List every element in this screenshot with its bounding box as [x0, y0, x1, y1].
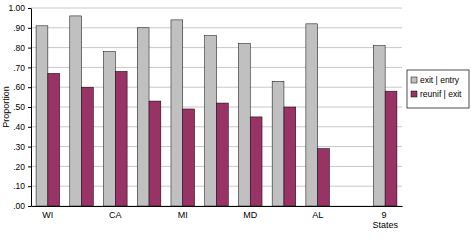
- y-tick: .80: [13, 43, 31, 53]
- y-tick: .10: [13, 181, 31, 191]
- y-tick-label: 1.00: [8, 3, 25, 13]
- bar: [171, 20, 183, 206]
- bar: [70, 16, 82, 206]
- y-tick-label: .60: [13, 82, 25, 92]
- grid: [31, 8, 402, 206]
- legend-item: exit | entry: [411, 75, 460, 85]
- plot: .00 .10 .20 .30 .40 .50 .60 .70 .80 .90 1.00 WI CA MI…: [8, 3, 402, 230]
- x-tick: 9 States: [372, 210, 398, 230]
- legend-label: reunif | exit: [420, 89, 462, 99]
- y-axis-line: [31, 9, 32, 207]
- legend-swatch: [411, 77, 417, 83]
- y-tick-mark: [28, 147, 31, 148]
- legend-swatch: [411, 91, 417, 97]
- y-tick-mark: [28, 206, 31, 207]
- y-tick: .30: [13, 142, 31, 152]
- bar: [318, 149, 330, 206]
- x-tick: MI: [178, 210, 188, 220]
- y-axis: .00 .10 .20 .30 .40 .50 .60 .70 .80 .90 1.00: [8, 3, 31, 211]
- y-tick: .50: [13, 102, 31, 112]
- bar: [137, 28, 149, 206]
- legend-item: reunif | exit: [411, 89, 462, 99]
- bar: [217, 103, 229, 206]
- bar: [373, 46, 385, 206]
- y-axis-title: Proportion: [1, 86, 11, 128]
- y-tick: .70: [13, 63, 31, 73]
- y-tick: .00: [13, 201, 31, 211]
- chart: .00 .10 .20 .30 .40 .50 .60 .70 .80 .90 1.00 WI CA MI…: [0, 0, 471, 245]
- x-tick-label: AL: [312, 210, 323, 220]
- x-axis: WI CA MI MD AL 9 States: [32, 207, 403, 231]
- grid-line: [31, 27, 402, 28]
- bar: [385, 91, 397, 206]
- y-tick-mark: [28, 87, 31, 88]
- legend-box: [407, 70, 469, 108]
- y-tick-mark: [28, 8, 31, 9]
- bar: [272, 81, 284, 206]
- bar: [205, 36, 217, 206]
- y-tick: .90: [13, 23, 31, 33]
- bar: [250, 117, 262, 206]
- y-tick-label: .70: [13, 63, 25, 73]
- y-tick: .20: [13, 162, 31, 172]
- x-tick-label: WI: [42, 210, 53, 220]
- bar: [82, 87, 94, 206]
- x-tick: CA: [109, 210, 122, 220]
- x-tick: WI: [42, 210, 53, 220]
- y-tick-label: .30: [13, 142, 25, 152]
- y-tick-label: .20: [13, 162, 25, 172]
- y-tick-mark: [28, 48, 31, 49]
- x-tick: AL: [312, 210, 323, 220]
- bar: [149, 101, 161, 206]
- y-tick: .40: [13, 122, 31, 132]
- bar: [284, 107, 296, 206]
- y-tick-label: .00: [13, 201, 25, 211]
- bar: [104, 52, 116, 206]
- y-tick-mark: [28, 127, 31, 128]
- x-tick-label: CA: [109, 210, 122, 220]
- y-tick-mark: [28, 186, 31, 187]
- y-tick-label: .90: [13, 23, 25, 33]
- x-tick: MD: [243, 210, 257, 220]
- bar: [306, 24, 318, 206]
- y-tick-label: .50: [13, 102, 25, 112]
- bar: [115, 71, 127, 206]
- x-tick-label: MD: [243, 210, 257, 220]
- bar: [183, 109, 195, 206]
- y-tick-mark: [28, 166, 31, 167]
- grid-line: [31, 8, 402, 9]
- y-tick-mark: [28, 28, 31, 29]
- y-tick-label: .80: [13, 43, 25, 53]
- y-tick-label: .10: [13, 181, 25, 191]
- bar: [36, 26, 48, 206]
- y-tick-mark: [28, 67, 31, 68]
- legend: exit | entry reunif | exit: [407, 70, 469, 108]
- bars: [36, 16, 397, 206]
- bar: [238, 44, 250, 206]
- x-tick-label: 9 States: [372, 210, 398, 230]
- y-tick-label: .40: [13, 122, 25, 132]
- y-tick: 1.00: [8, 3, 31, 13]
- legend-label: exit | entry: [420, 75, 460, 85]
- bar: [48, 73, 60, 206]
- x-axis-line: [32, 206, 403, 207]
- x-tick-label: MI: [178, 210, 188, 220]
- y-tick-mark: [28, 107, 31, 108]
- y-tick: .60: [13, 82, 31, 92]
